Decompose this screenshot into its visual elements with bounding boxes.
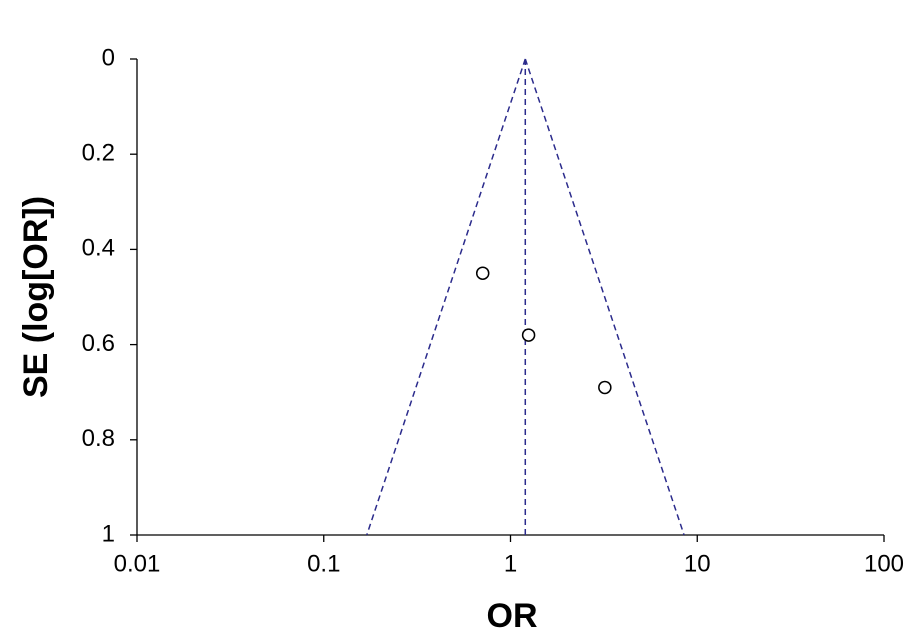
x-axis-title: OR xyxy=(487,597,538,635)
y-tick-label: 0.2 xyxy=(82,140,115,167)
x-tick-label: 0.01 xyxy=(114,550,161,577)
funnel-line xyxy=(524,58,685,536)
point xyxy=(598,380,612,395)
x-tick-label: 10 xyxy=(684,550,711,577)
y-tick-label: 0 xyxy=(102,44,115,71)
y-tick-label: 0.4 xyxy=(82,235,115,262)
x-tick-label: 100 xyxy=(864,550,904,577)
y-tick-label: 1 xyxy=(102,520,115,547)
point xyxy=(521,328,536,342)
y-tick-label: 0.8 xyxy=(82,425,115,452)
x-tick-label: 0.1 xyxy=(307,550,340,577)
x-tick-label: 1 xyxy=(504,550,517,577)
y-tick-label: 0.6 xyxy=(82,330,115,357)
point xyxy=(475,266,490,280)
funnel-line xyxy=(366,58,526,536)
y-axis-title: SE (log[OR]) xyxy=(17,196,55,398)
